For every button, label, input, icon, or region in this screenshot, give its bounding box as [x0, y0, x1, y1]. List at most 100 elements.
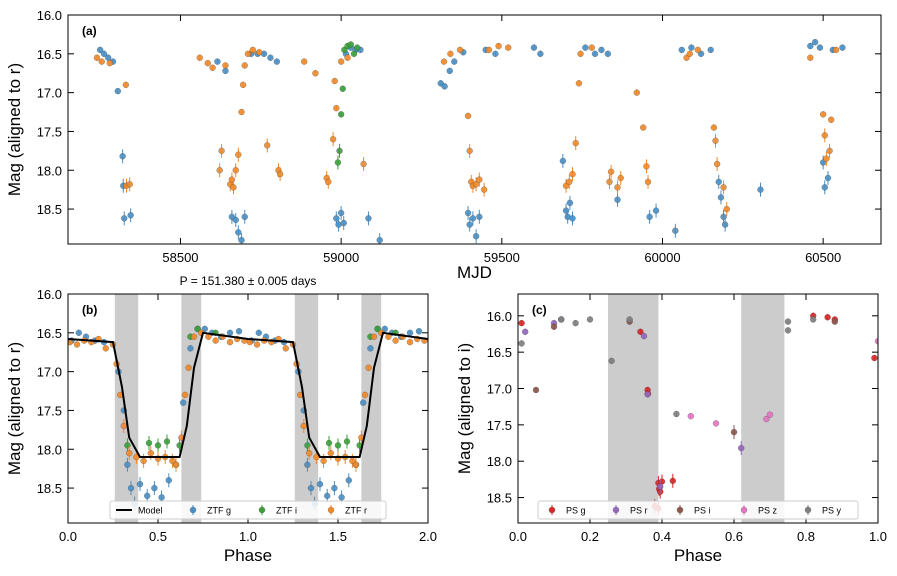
data-point [336, 147, 343, 155]
data-point [253, 341, 261, 348]
data-point [337, 209, 345, 217]
data-point [238, 236, 245, 244]
data-point [235, 151, 242, 158]
data-point [821, 132, 829, 139]
data-point [672, 227, 679, 235]
y-tick-label: 17.5 [487, 418, 512, 433]
data-point [344, 54, 351, 61]
panel-a: 58500 59000 59500 60000 60500 16.0 16.5 17.0 17.… [5, 8, 882, 282]
x-tick-label: 0.5 [149, 529, 167, 544]
data-point [126, 180, 133, 188]
data-point [333, 104, 340, 112]
data-point [120, 215, 128, 222]
data-point [644, 178, 652, 186]
data-point [687, 412, 695, 420]
y-tick-label: 16.5 [487, 345, 512, 360]
data-point [93, 54, 101, 61]
data-point [316, 480, 324, 488]
data-point [874, 338, 878, 345]
data-point [365, 364, 372, 371]
data-point [125, 449, 133, 457]
data-point [230, 184, 237, 191]
data-point [532, 386, 540, 394]
model-curve [68, 331, 428, 458]
data-point [617, 174, 624, 182]
data-point [276, 170, 284, 178]
shaded-band [741, 294, 785, 523]
x-tick-label: 1.0 [239, 529, 257, 544]
data-point [181, 391, 189, 399]
data-point [614, 184, 621, 191]
data-point [190, 333, 198, 340]
data-point [826, 147, 833, 155]
data-point [226, 338, 234, 346]
data-point [350, 50, 358, 58]
data-point [557, 316, 565, 323]
data-point [643, 163, 650, 170]
data-point [249, 46, 257, 54]
data-point [831, 318, 839, 325]
legend-box [537, 500, 859, 520]
data-point [235, 229, 242, 236]
data-point [147, 449, 155, 457]
data-point [239, 81, 247, 89]
data-point [614, 196, 621, 204]
legend-marker [740, 506, 748, 514]
data-point [406, 329, 414, 337]
data-point [102, 345, 110, 352]
axes-frame [67, 14, 882, 245]
data-point [222, 67, 229, 75]
data-point [713, 160, 721, 168]
y-tick-label: 16.5 [37, 326, 62, 341]
y-tick-label: 17.5 [37, 403, 62, 418]
data-point [784, 318, 792, 325]
panel-label: (b) [82, 303, 97, 317]
data-point [669, 477, 677, 485]
x-tick-label: 60000 [644, 250, 680, 265]
data-point [300, 58, 308, 65]
data-point [282, 345, 290, 352]
x-tick-label: 0.2 [581, 529, 599, 544]
data-point [607, 168, 615, 176]
x-axis-label: MJD [457, 263, 492, 282]
data-point [201, 325, 209, 333]
data-point [763, 415, 770, 423]
y-tick-label: 16.0 [487, 309, 512, 324]
data-point [821, 184, 829, 191]
data-point [406, 338, 414, 346]
panel-c: 0.0 0.2 0.4 0.6 0.8 1.0 16.0 16.5 17.0 17.5 18.0 18… [455, 293, 887, 565]
data-point [327, 449, 335, 457]
data-point [238, 108, 245, 116]
data-point [145, 439, 153, 447]
data-point [537, 50, 544, 58]
data-point [606, 178, 613, 186]
y-tick-label: 17.0 [37, 365, 62, 380]
data-point [140, 457, 147, 465]
data-point [343, 438, 351, 445]
data-point [334, 442, 342, 449]
plot-area-c [518, 294, 878, 523]
data-point [604, 50, 612, 58]
data-point [737, 444, 745, 452]
x-tick-label: 1.0 [869, 529, 887, 544]
legend-marker [804, 506, 812, 514]
data-point [415, 328, 423, 335]
data-point [300, 422, 308, 430]
data-point [374, 325, 381, 333]
data-point [827, 116, 835, 124]
data-point [185, 364, 192, 371]
data-point [100, 50, 108, 58]
y-tick-label: 17.0 [487, 382, 512, 397]
data-point [466, 147, 473, 155]
data-point [686, 50, 694, 58]
data-point [154, 442, 162, 449]
data-point [784, 327, 792, 334]
legend: Model ZTF g ZTF i ZTF r [109, 500, 387, 520]
data-point [370, 333, 378, 340]
data-point [530, 44, 538, 51]
data-point [807, 42, 814, 50]
legend-label: ZTF i [276, 506, 297, 516]
legend-marker [612, 506, 620, 514]
data-point [104, 54, 112, 61]
axes-frame [517, 293, 879, 524]
